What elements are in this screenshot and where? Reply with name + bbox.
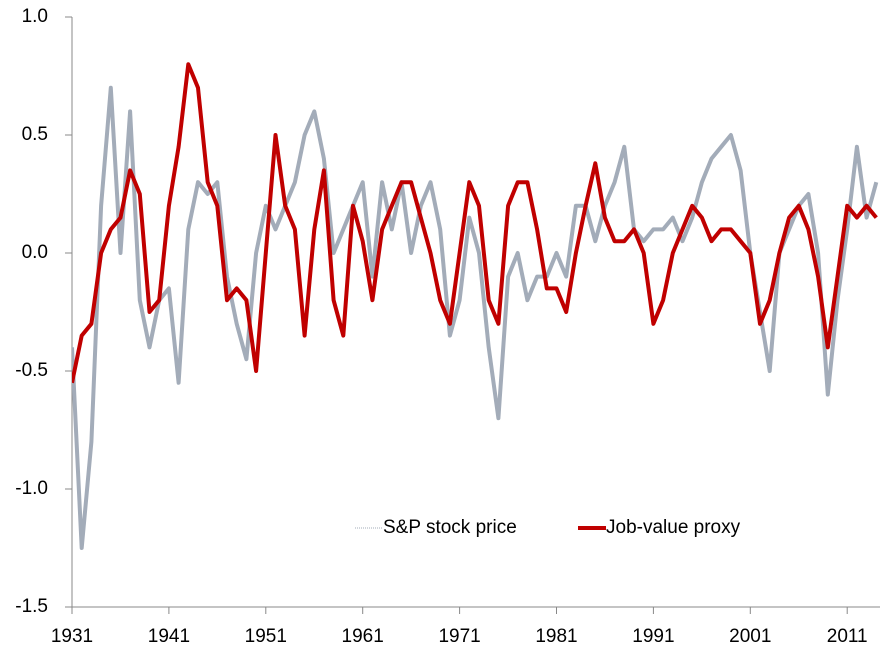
x-tick-label: 1971	[438, 626, 480, 647]
data-line	[72, 85, 879, 550]
x-tick-label: 2001	[729, 626, 771, 647]
legend-label: Job-value proxy	[606, 517, 741, 538]
y-tick-label: 0.0	[22, 242, 48, 263]
x-tick-label: 1961	[342, 626, 384, 647]
y-tick-label: 0.5	[22, 124, 48, 145]
x-tick-label: 1991	[632, 626, 674, 647]
x-tick-label: 1931	[51, 626, 93, 647]
x-tick-label: 1981	[535, 626, 577, 647]
y-tick-label: 1.0	[22, 6, 48, 27]
x-tick-label: 1941	[148, 626, 190, 647]
y-tick-label: -1.5	[15, 596, 48, 617]
data-line	[72, 62, 878, 384]
x-tick-label: 1951	[245, 626, 287, 647]
plot-area	[72, 62, 879, 550]
x-tick-label: 2011	[827, 626, 868, 647]
y-tick-label: -0.5	[15, 360, 48, 381]
legend-label: S&P stock price	[383, 517, 517, 538]
y-tick-label: -1.0	[15, 478, 48, 499]
